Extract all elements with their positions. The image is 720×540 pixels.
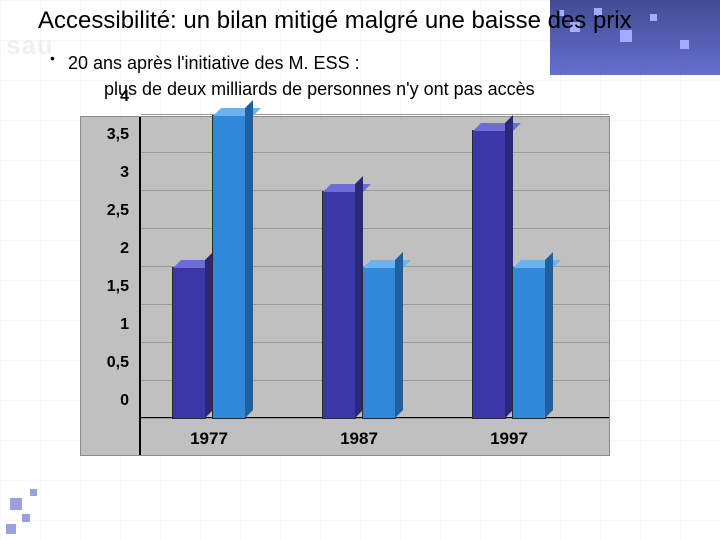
bullet-line-1: 20 ans après l'initiative des M. ESS : (68, 50, 535, 76)
x-tick-label: 1977 (190, 429, 228, 449)
y-axis: 00,511,522,533,54 (81, 117, 141, 455)
bar (212, 115, 246, 419)
bar (512, 267, 546, 419)
bar-top-face (213, 108, 261, 116)
bar-group (319, 191, 399, 419)
bar-chart: 00,511,522,533,54 197719871997 (80, 116, 610, 456)
x-tick-label: 1987 (340, 429, 378, 449)
slide-content: Accessibilité: un bilan mitigé malgré un… (0, 0, 720, 540)
bar (322, 191, 356, 419)
bullet-item: • 20 ans après l'initiative des M. ESS :… (0, 36, 720, 102)
bar-top-face (473, 123, 521, 131)
y-tick-label: 4 (120, 88, 129, 106)
bar (172, 267, 206, 419)
y-tick-label: 0 (120, 392, 129, 410)
bullet-line-2: plus de deux milliards de personnes n'y … (68, 76, 535, 102)
y-tick-label: 3,5 (107, 126, 129, 144)
slide-title: Accessibilité: un bilan mitigé malgré un… (0, 0, 720, 36)
y-tick-label: 2 (120, 240, 129, 258)
bar-top-face (513, 260, 561, 268)
y-tick-label: 3 (120, 164, 129, 182)
bar-top-face (323, 184, 371, 192)
y-tick-label: 2,5 (107, 202, 129, 220)
y-tick-label: 0,5 (107, 354, 129, 372)
bar-side-face (395, 252, 403, 418)
bar (472, 130, 506, 419)
bar-group (169, 115, 249, 419)
bar-top-face (363, 260, 411, 268)
x-tick-label: 1997 (490, 429, 528, 449)
bar-group (469, 130, 549, 419)
bar-side-face (545, 252, 553, 418)
bullet-text: 20 ans après l'initiative des M. ESS : p… (68, 50, 535, 102)
y-tick-label: 1,5 (107, 278, 129, 296)
bar (362, 267, 396, 419)
plot-area: 1977 1987 1997 (141, 117, 609, 455)
bar-side-face (245, 100, 253, 418)
y-tick-label: 1 (120, 316, 129, 334)
bullet-marker: • (50, 50, 68, 66)
